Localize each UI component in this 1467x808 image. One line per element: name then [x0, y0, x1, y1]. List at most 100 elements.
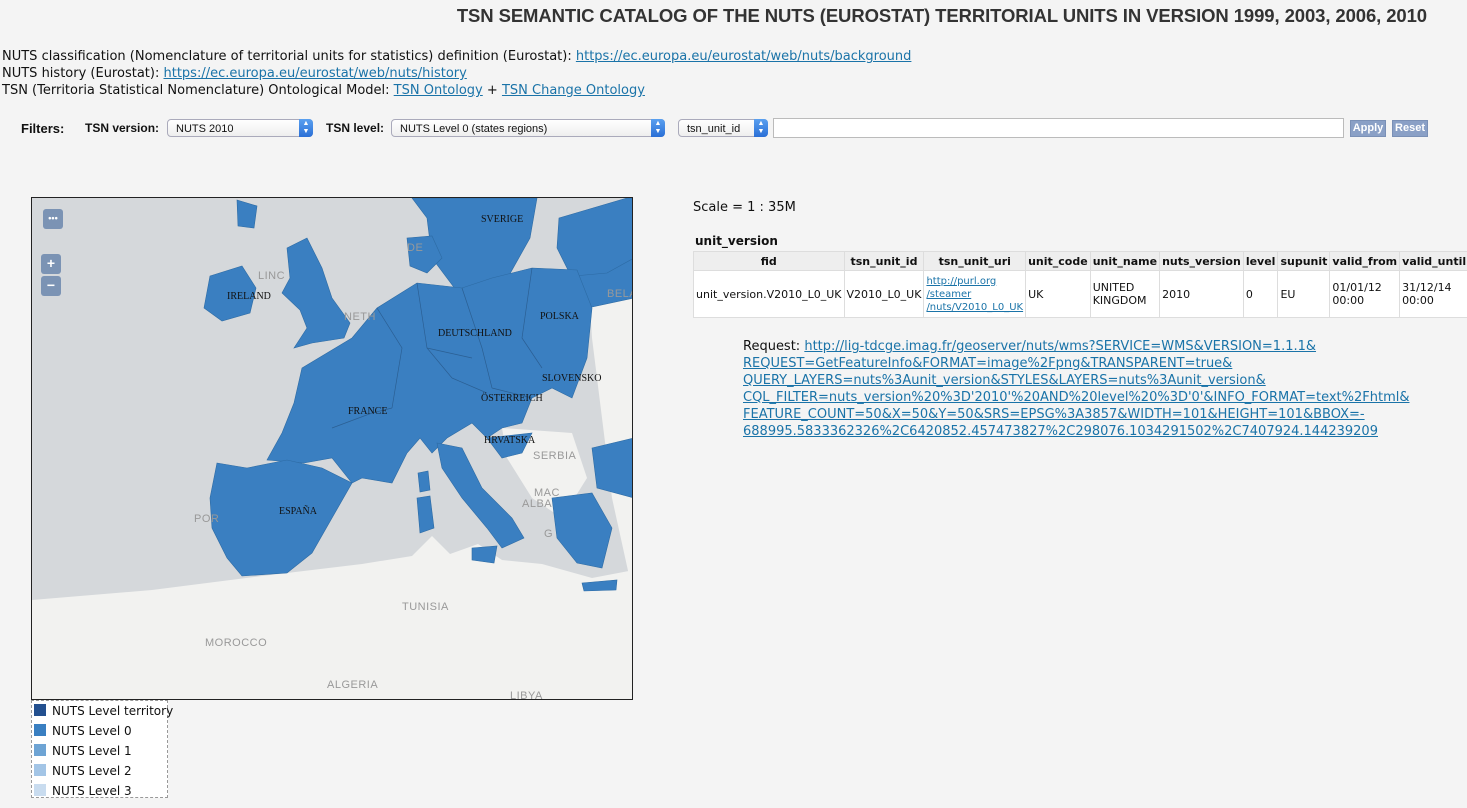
bulgaria-shape [591, 438, 632, 498]
valid-until-time: 00:00 [1402, 294, 1434, 307]
apply-button[interactable]: Apply [1350, 120, 1386, 137]
request-url-line: 688995.5833362326%2C6420852.457473827%2C… [743, 424, 1378, 439]
africa-land [32, 536, 632, 699]
cell-unit-name: UNITED KINGDOM [1089, 270, 1161, 318]
cell-level: 0 [1242, 270, 1279, 318]
tsn-version-label: TSN version: [85, 121, 160, 135]
label-bela: BELA [607, 288, 632, 300]
request-block: Request: http://lig-tdcge.imag.fr/geoser… [743, 338, 1443, 440]
label-ireland: IRELAND [227, 291, 271, 302]
request-url-link[interactable]: http://lig-tdcge.imag.fr/geoserver/nuts/… [743, 339, 1410, 439]
label-linc: LINC [258, 270, 286, 282]
legend-item-level3: NUTS Level 3 [34, 784, 132, 798]
valid-from-time: 00:00 [1332, 294, 1365, 307]
col-tsn-unit-uri: tsn_unit_uri [923, 251, 1027, 271]
chevron-updown-icon: ▲ ▼ [299, 119, 313, 137]
label-algeria: ALGERIA [327, 679, 379, 691]
nuts-history-link[interactable]: https://ec.europa.eu/eurostat/web/nuts/h… [163, 66, 467, 81]
label-tunisia: TUNISIA [402, 601, 449, 613]
col-fid: fid [693, 251, 845, 271]
feature-info-table: fid tsn_unit_id tsn_unit_uri unit_code u… [693, 251, 1467, 318]
valid-until-date: 31/12/14 [1402, 281, 1452, 294]
legend-label: NUTS Level 0 [52, 724, 132, 738]
filter-value-input[interactable] [773, 118, 1344, 138]
sicily-shape [471, 545, 498, 564]
tsn-ontology-link[interactable]: TSN Ontology [393, 83, 483, 98]
col-supunit: supunit [1277, 251, 1331, 271]
legend-swatch [34, 784, 46, 796]
table-header-row: fid tsn_unit_id tsn_unit_uri unit_code u… [693, 251, 1467, 271]
attribute-select[interactable]: tsn_unit_id ▲ ▼ [678, 119, 768, 137]
map-viewer[interactable]: ••• + − SVERIGE IRELAND DEUTSCHLAND POLS… [31, 197, 633, 700]
tsn-level-select[interactable]: NUTS Level 0 (states regions) ▲ ▼ [391, 119, 665, 137]
unit-name-line2: KINGDOM [1092, 294, 1147, 307]
uri-part-3: /nuts/V2010_L0_UK [926, 301, 1024, 313]
label-france: FRANCE [348, 406, 388, 417]
reset-button[interactable]: Reset [1392, 120, 1428, 137]
zoom-out-button[interactable]: − [41, 276, 61, 296]
cell-valid-from: 01/01/12 00:00 [1329, 270, 1401, 318]
request-url-line: QUERY_LAYERS=nuts%3Aunit_version&STYLES&… [743, 373, 1266, 388]
info-line-ontology: TSN (Territoria Statistical Nomenclature… [2, 82, 645, 99]
denmark-shape [406, 235, 443, 274]
legend-label: NUTS Level 2 [52, 764, 132, 778]
tsn-unit-uri-link[interactable]: http://purl.org/steamer/nuts/V2010_L0_UK [926, 276, 1023, 313]
scale-text: Scale = 1 : 35M [693, 200, 796, 215]
zoom-in-button[interactable]: + [41, 254, 61, 274]
col-tsn-unit-id: tsn_unit_id [843, 251, 925, 271]
tsn-version-select[interactable]: NUTS 2010 ▲ ▼ [167, 119, 313, 137]
nuts-definition-link[interactable]: https://ec.europa.eu/eurostat/web/nuts/b… [575, 49, 912, 64]
legend-swatch [34, 704, 46, 716]
unit-name-line1: UNITED [1092, 281, 1135, 294]
label-alba: ALBA [522, 498, 553, 510]
map-canvas [32, 198, 632, 699]
continental-shape [266, 267, 593, 484]
request-url-line: CQL_FILTER=nuts_version%20%3D'2010'%20AN… [743, 390, 1410, 405]
request-url-line: REQUEST=GetFeatureInfo&FORMAT=image%2Fpn… [743, 356, 1233, 371]
table-title: unit_version [695, 234, 778, 248]
tsn-version-value: NUTS 2010 [176, 123, 234, 135]
legend-label: NUTS Level territory [52, 704, 174, 718]
cell-unit-code: UK [1025, 270, 1091, 318]
col-valid-from: valid_from [1329, 251, 1401, 271]
label-mac: MAC [534, 487, 560, 499]
layer-switcher-button[interactable]: ••• [43, 209, 63, 229]
chevron-updown-icon: ▲ ▼ [754, 119, 768, 137]
italy-shape [436, 442, 525, 549]
cell-tsn-unit-uri: http://purl.org/steamer/nuts/V2010_L0_UK [923, 270, 1027, 318]
info-label-definition: NUTS classification (Nomenclature of ter… [2, 49, 572, 64]
request-url-line: http://lig-tdcge.imag.fr/geoserver/nuts/… [804, 339, 1317, 354]
legend-label: NUTS Level 1 [52, 744, 132, 758]
label-slovensko: SLOVENSKO [542, 373, 602, 384]
label-por: POR [194, 513, 220, 525]
tsn-change-ontology-link[interactable]: TSN Change Ontology [501, 83, 645, 98]
label-polska: POLSKA [540, 311, 579, 322]
cell-tsn-unit-id: V2010_L0_UK [843, 270, 925, 318]
iberia-shape [209, 459, 353, 577]
ireland-shape [203, 265, 257, 322]
label-serbia: SERBIA [533, 450, 577, 462]
info-line-nuts-definition: NUTS classification (Nomenclature of ter… [2, 48, 911, 65]
map-legend: NUTS Level territory NUTS Level 0 NUTS L… [31, 700, 173, 798]
uk-shape [281, 237, 351, 349]
legend-item-level2: NUTS Level 2 [34, 764, 132, 778]
label-neth: NETH [344, 311, 376, 323]
chevron-updown-icon: ▲ ▼ [651, 119, 665, 137]
label-hrvatska: HRVATSKA [484, 435, 536, 446]
cell-fid: unit_version.V2010_L0_UK [693, 270, 845, 318]
legend-swatch [34, 724, 46, 736]
label-deutschland: DEUTSCHLAND [438, 328, 512, 339]
legend-swatch [34, 744, 46, 756]
filters-label: Filters: [21, 121, 65, 136]
legend-item-territory: NUTS Level territory [34, 704, 173, 718]
cell-nuts-version: 2010 [1159, 270, 1244, 318]
cell-supunit: EU [1277, 270, 1331, 318]
table-row: unit_version.V2010_L0_UK V2010_L0_UK htt… [693, 270, 1467, 318]
filters-bar: Filters: TSN version: NUTS 2010 ▲ ▼ TSN l… [21, 118, 1431, 140]
col-valid-until: valid_until [1399, 251, 1467, 271]
corsica-shape [417, 470, 431, 493]
legend-item-level0: NUTS Level 0 [34, 724, 132, 738]
col-unit-code: unit_code [1025, 251, 1091, 271]
label-sverige: SVERIGE [481, 214, 524, 225]
plus-separator: + [486, 83, 498, 98]
